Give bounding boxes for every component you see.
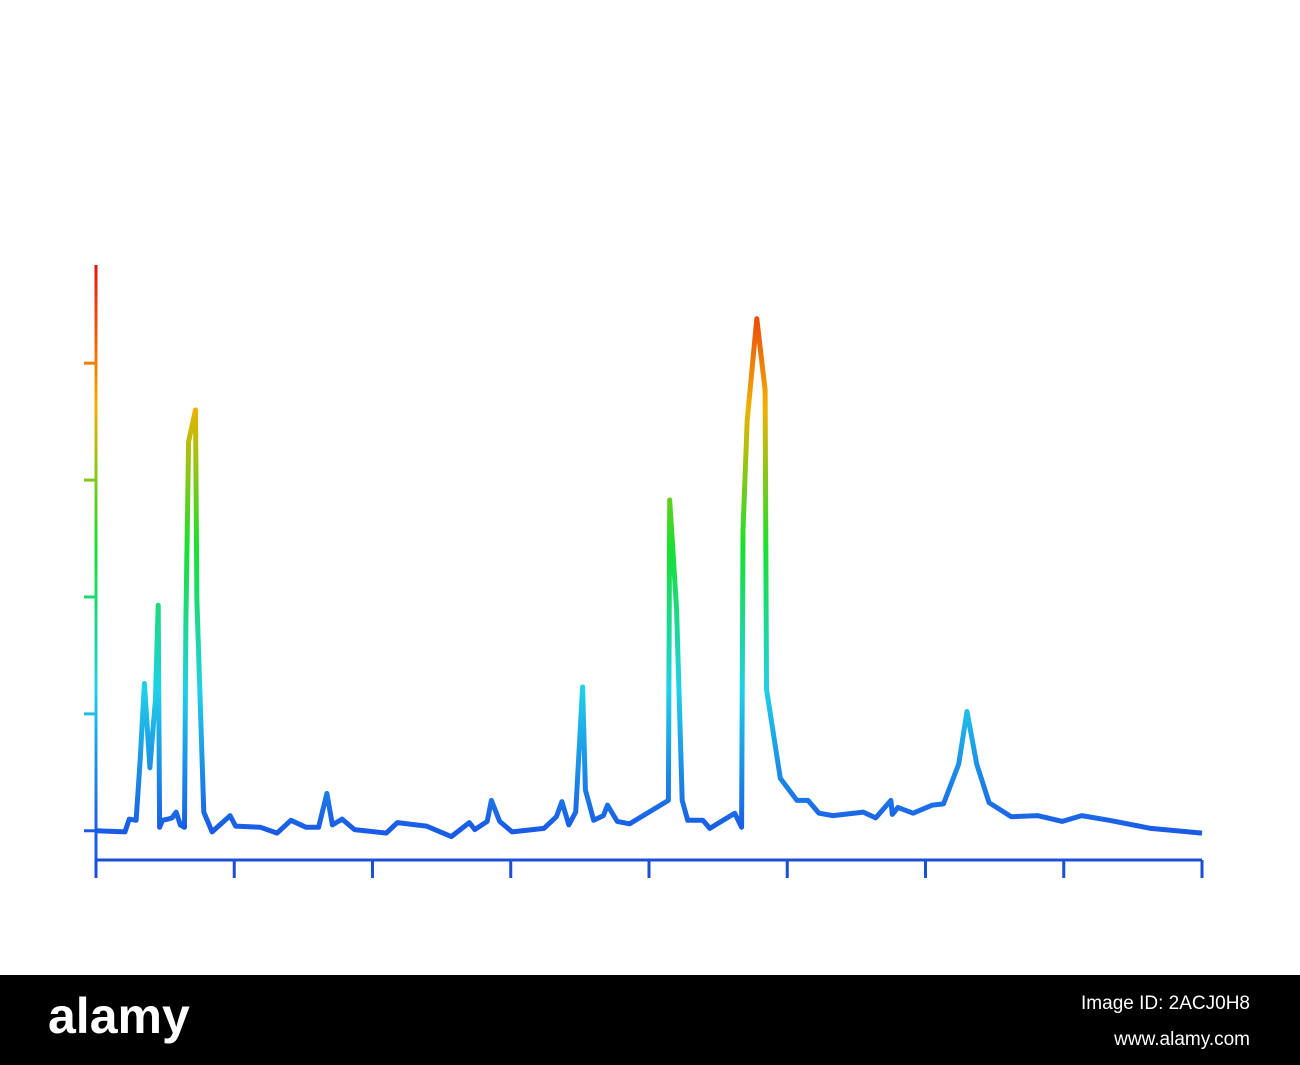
url: www.alamy.com	[1113, 1029, 1250, 1050]
data-line	[95, 316, 1203, 840]
footer-bar	[0, 975, 1300, 1065]
image-id: Image ID: 2ACJ0H8	[1081, 993, 1250, 1014]
brand: alamy	[48, 988, 190, 1044]
